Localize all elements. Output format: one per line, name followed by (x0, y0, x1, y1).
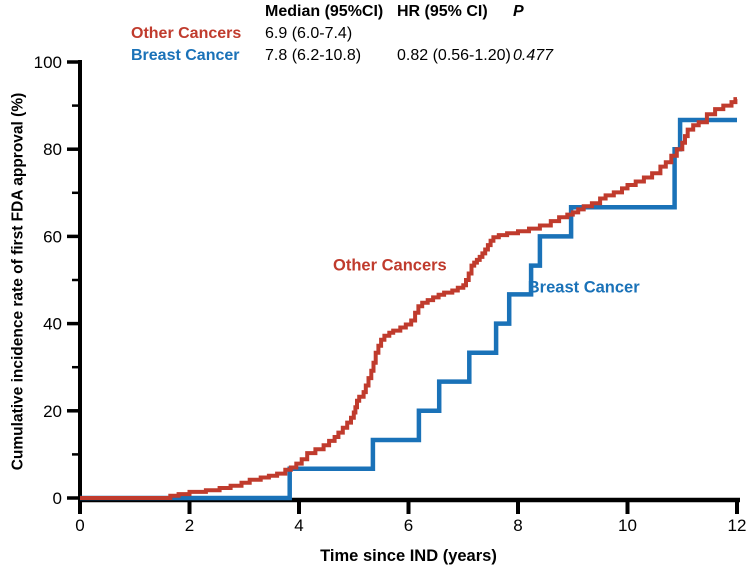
x-tick-label: 8 (513, 516, 522, 535)
table-median-breast-cancer: 7.8 (6.2-10.8) (265, 47, 362, 64)
table-header-hr: HR (95% CI) (397, 3, 488, 20)
table-row-label-other-cancers: Other Cancers (131, 25, 242, 42)
y-tick-label: 100 (34, 53, 62, 72)
table-header-p: P (513, 3, 524, 20)
x-tick-label: 12 (728, 516, 747, 535)
y-tick-label: 60 (43, 227, 62, 246)
table-header-median: Median (95%CI) (265, 3, 384, 20)
table-median-other-cancers: 6.9 (6.0-7.4) (265, 25, 353, 42)
series-label-breast-cancer: Breast Cancer (528, 279, 640, 297)
series-label-other-cancers: Other Cancers (333, 257, 447, 275)
series-path-other-cancers (80, 97, 738, 500)
x-tick-label: 2 (185, 516, 194, 535)
y-tick-label: 0 (53, 489, 62, 508)
x-tick-label: 4 (294, 516, 303, 535)
x-axis-title: Time since IND (years) (320, 547, 497, 565)
y-tick-label: 20 (43, 402, 62, 421)
y-tick-label: 80 (43, 140, 62, 159)
x-tick-label: 10 (618, 516, 637, 535)
x-tick-label: 6 (404, 516, 413, 535)
table-row-label-breast-cancer: Breast Cancer (131, 47, 240, 64)
x-tick-label: 0 (75, 516, 84, 535)
table-p-value: 0.477 (513, 47, 554, 64)
y-tick-label: 40 (43, 315, 62, 334)
table-hr-value: 0.82 (0.56-1.20) (397, 47, 511, 64)
series-path-breast-cancer (80, 117, 737, 501)
